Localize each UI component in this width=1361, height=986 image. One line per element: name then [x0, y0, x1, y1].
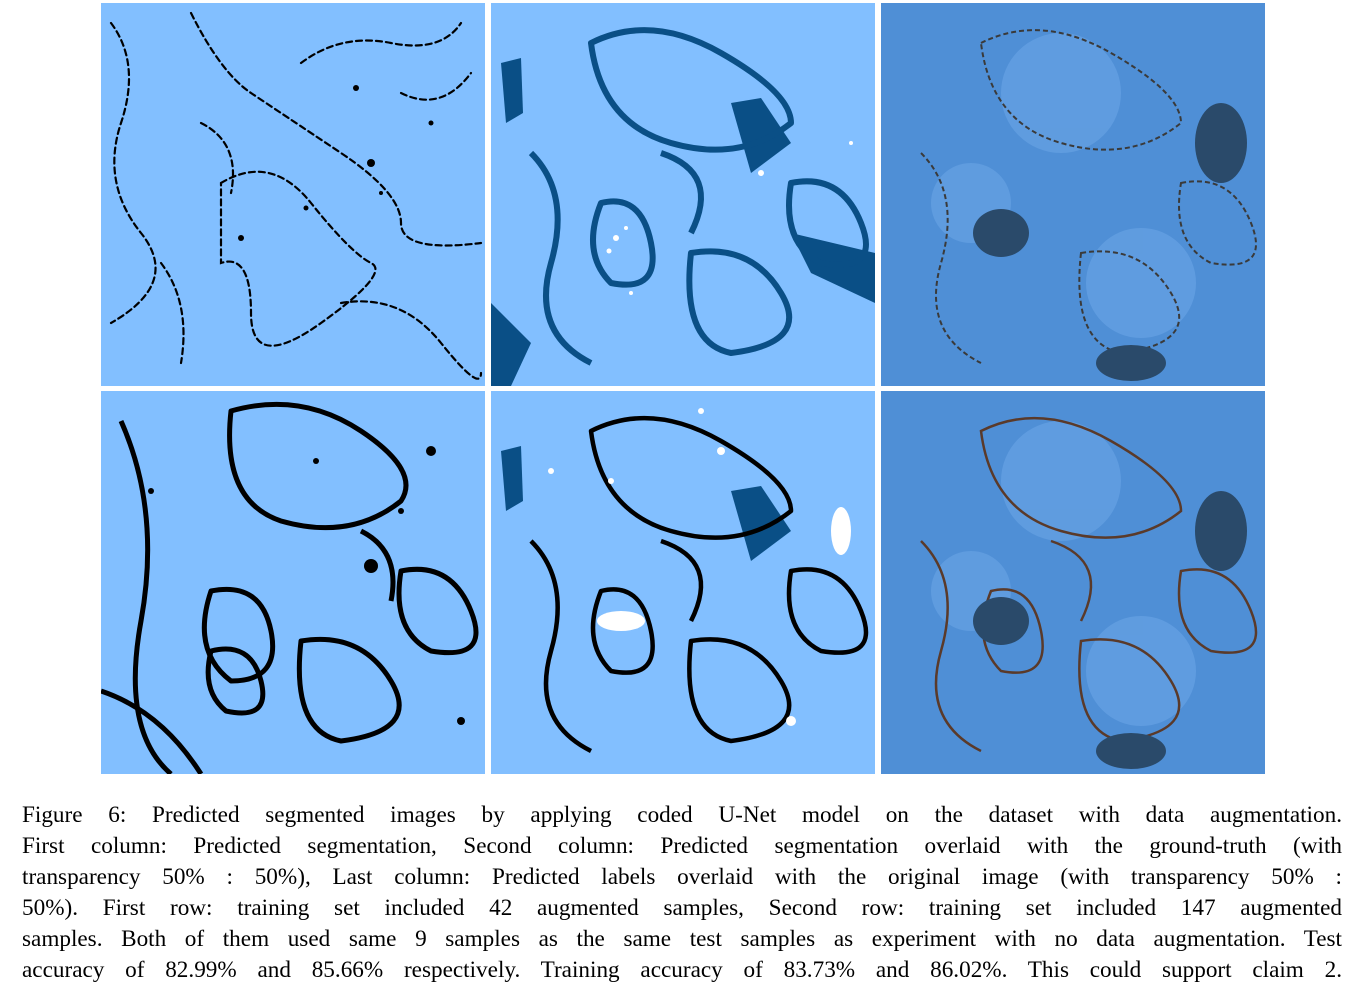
segmentation-image	[101, 3, 485, 386]
overlay-ground-truth-image	[491, 391, 875, 774]
panel-row2-col3	[881, 391, 1265, 774]
panel-row2-col1	[101, 391, 485, 774]
overlay-original-image	[881, 391, 1265, 774]
figure-caption: Figure 6: Predicted segmented images by …	[22, 800, 1342, 986]
overlay-ground-truth-image	[491, 3, 875, 386]
panel-row1-col1	[101, 3, 485, 386]
panel-row2-col2	[491, 391, 875, 774]
caption-line: samples. Both of them used same 9 sample…	[22, 926, 1342, 952]
caption-line: Figure 6: Predicted segmented images by …	[22, 802, 1342, 828]
figure-grid	[101, 3, 1265, 774]
panel-row1-col2	[491, 3, 875, 386]
overlay-original-image	[881, 3, 1265, 386]
caption-line: transparency 50% : 50%), Last column: Pr…	[22, 864, 1342, 890]
caption-line: First column: Predicted segmentation, Se…	[22, 833, 1342, 859]
caption-line: accuracy of 82.99% and 85.66% respective…	[22, 957, 1342, 983]
caption-line: 50%). First row: training set included 4…	[22, 895, 1342, 921]
segmentation-image	[101, 391, 485, 774]
panel-row1-col3	[881, 3, 1265, 386]
